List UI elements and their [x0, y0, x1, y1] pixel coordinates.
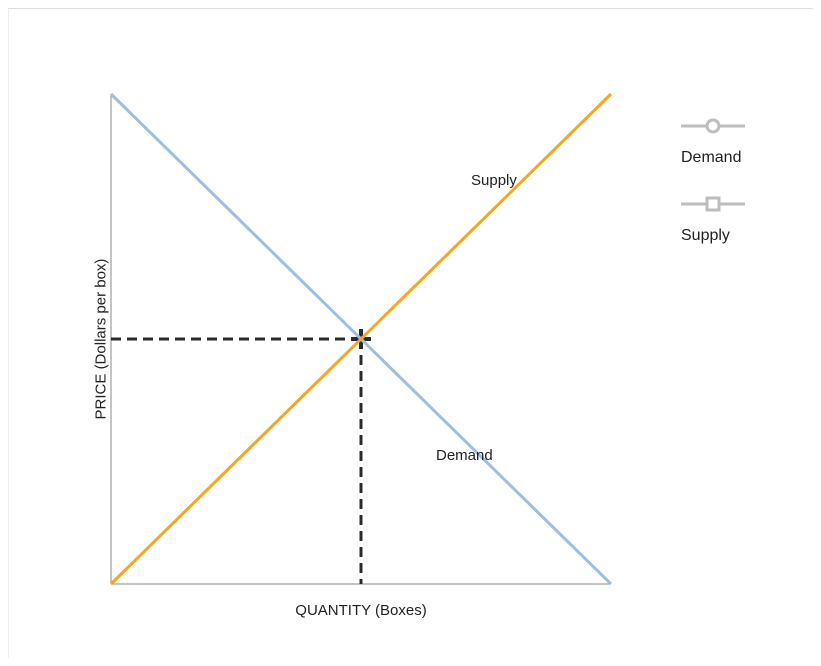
- circle-marker-icon: [707, 120, 719, 132]
- legend-swatch-circle: [681, 117, 745, 135]
- chart-stage: PRICE (Dollars per box) QUANTITY (Boxes)…: [9, 9, 813, 658]
- plot-svg: [111, 94, 611, 584]
- y-axis-label: PRICE (Dollars per box): [93, 259, 110, 420]
- demand-inline-label: Demand: [436, 447, 493, 464]
- square-marker-icon: [707, 198, 719, 210]
- series-lines: [111, 94, 611, 584]
- supply-inline-label: Supply: [471, 172, 517, 189]
- legend-label: Demand: [681, 149, 745, 167]
- legend-label: Supply: [681, 227, 745, 245]
- legend: Demand Supply: [681, 117, 745, 273]
- legend-entry-supply: Supply: [681, 195, 745, 245]
- x-axis-label: QUANTITY (Boxes): [295, 602, 426, 619]
- legend-swatch-square: [681, 195, 745, 213]
- outer-frame: PRICE (Dollars per box) QUANTITY (Boxes)…: [8, 8, 813, 658]
- plot-area: PRICE (Dollars per box) QUANTITY (Boxes)…: [111, 94, 611, 584]
- legend-entry-demand: Demand: [681, 117, 745, 167]
